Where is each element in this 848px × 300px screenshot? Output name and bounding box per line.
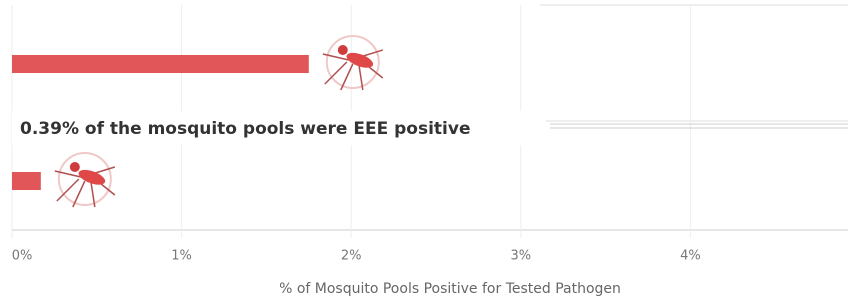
icon-head: [338, 45, 348, 55]
annotation: 0.39% of the mosquito pools were EEE pos…: [20, 119, 470, 139]
chart: 0.39% of the mosquito pools were EEE pos…: [0, 0, 848, 300]
bar: [12, 172, 41, 190]
bar: [12, 55, 309, 73]
x-tick-label: 0%: [12, 249, 33, 264]
mosquito-icon: [55, 153, 115, 207]
icon-leg: [73, 181, 85, 207]
mosquito-icon: [323, 36, 383, 90]
x-axis-title: % of Mosquito Pools Positive for Tested …: [279, 281, 621, 297]
icon-head: [70, 162, 80, 172]
x-tick-label: 1%: [171, 249, 192, 264]
x-tick-label: 2%: [341, 249, 362, 264]
x-tick-label: 3%: [510, 249, 531, 264]
x-tick-label: 4%: [680, 249, 701, 264]
